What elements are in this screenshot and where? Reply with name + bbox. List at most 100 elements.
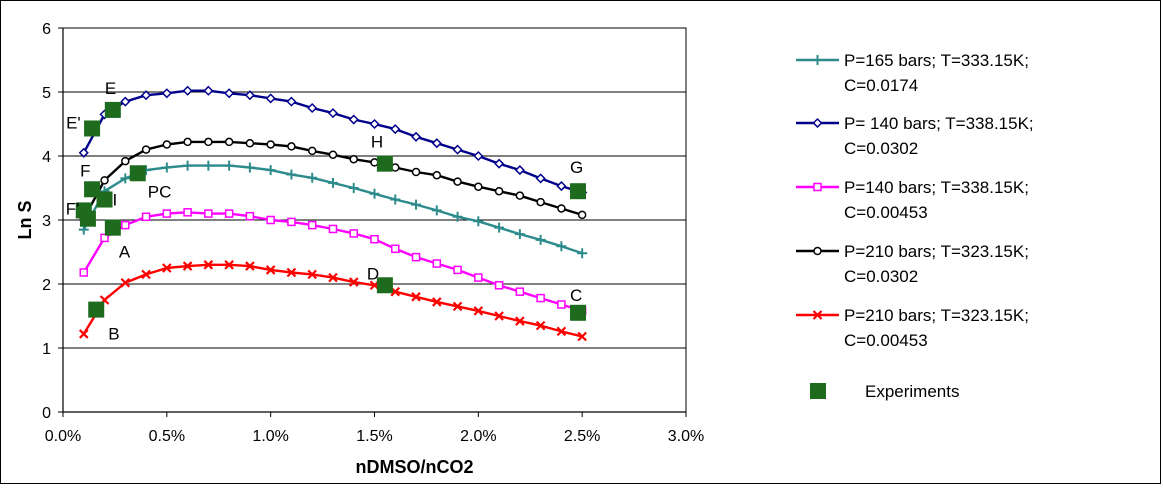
experiment-point	[104, 219, 121, 236]
series-4-point	[183, 137, 192, 147]
series-2-point	[410, 131, 422, 142]
series-1-point	[431, 205, 442, 216]
series-5-point	[432, 297, 442, 307]
y-tick-label: 5	[42, 85, 51, 102]
experiment-point	[376, 277, 393, 294]
series-line-2	[82, 89, 583, 194]
series-2-point	[307, 102, 318, 114]
series-5-point	[535, 320, 546, 331]
series-2-point	[348, 114, 359, 125]
series-1-point	[514, 229, 525, 240]
series-4-point	[453, 177, 462, 186]
series-5-point	[182, 261, 193, 271]
x-tick-label: 0.0%	[45, 428, 81, 445]
series-1-point	[369, 188, 380, 199]
series-1-point	[224, 160, 235, 171]
legend-label: C=0.0174	[844, 76, 918, 95]
series-5-point	[245, 261, 255, 271]
series-2-point	[514, 165, 525, 176]
plot-area: 0 1 2 3 4 5 6 0.0% 0.5% 1.0% 1.5% 2.0% 2.5% 3.0% E' E FF…	[42, 21, 704, 445]
series-3-point	[224, 209, 234, 218]
x-tick-label: 0.5%	[149, 428, 185, 445]
series-2-point	[203, 85, 214, 96]
series-4-point	[245, 138, 255, 148]
series-1-point	[307, 172, 318, 183]
experiment-label: C	[570, 286, 582, 305]
legend-marker	[813, 182, 822, 192]
experiment-label: PC	[148, 182, 172, 201]
series-3-point	[453, 265, 462, 275]
series-5-point	[203, 260, 214, 270]
series-1-point	[120, 173, 131, 184]
series-1-point	[161, 162, 172, 173]
series-5-point	[265, 265, 276, 275]
experiment-label: H	[371, 133, 383, 152]
experiment-point	[376, 155, 393, 172]
series-3-point	[349, 229, 358, 238]
experiment-point	[88, 301, 105, 318]
series-3-point	[79, 268, 89, 277]
series-3-point	[515, 287, 525, 296]
series-1-point	[203, 160, 214, 171]
series-1-point	[577, 248, 588, 259]
legend-label: C=0.0302	[844, 267, 918, 286]
series-3-point	[370, 234, 379, 244]
series-5-point	[515, 316, 525, 326]
series-4-point	[515, 191, 525, 200]
series-5-point	[224, 260, 234, 270]
series-2-point	[556, 181, 567, 192]
experiment-label: I	[113, 191, 118, 210]
y-tick-label: 1	[42, 341, 51, 358]
series-5-point	[162, 263, 172, 273]
series-4-point	[121, 156, 130, 166]
series-2-point	[78, 147, 89, 158]
legend-marker	[812, 310, 823, 320]
series-4-point	[536, 197, 545, 207]
series-4-point	[224, 137, 234, 147]
experiment-label: A	[119, 243, 131, 262]
series-3-point	[245, 211, 255, 221]
series-3-point	[162, 209, 172, 218]
legend-marker	[812, 117, 823, 129]
series-3-point	[183, 208, 192, 217]
series-1-point	[286, 169, 297, 180]
series-2-point	[141, 90, 152, 101]
series-1-point	[265, 165, 276, 176]
x-tick-label: 3.0%	[668, 428, 704, 445]
series-2-point	[182, 85, 193, 96]
legend-label: P= 140 bars; T=338.15K;	[844, 114, 1034, 133]
series-5-point	[307, 269, 317, 280]
x-tick-label: 1.5%	[356, 428, 392, 445]
series-1-point	[494, 222, 505, 233]
series-1-point	[390, 194, 401, 205]
legend-label: P=210 bars; T=323.15K;	[844, 306, 1029, 325]
series-4-point	[141, 145, 151, 154]
series-5-point	[141, 269, 151, 280]
series-4-point	[307, 146, 317, 156]
series-4-point	[432, 170, 442, 180]
series-3-point	[391, 244, 400, 254]
series-4-point	[411, 167, 421, 177]
experiment-point	[104, 101, 121, 118]
series-1-point	[535, 234, 546, 245]
series-3-point	[287, 217, 296, 227]
experiment-point	[84, 181, 101, 198]
experiment-label: F	[80, 161, 90, 180]
series-2-point	[535, 173, 546, 184]
experiment-point	[79, 210, 96, 227]
series-2-point	[120, 96, 131, 107]
series-1-point	[327, 177, 338, 188]
experiment-label: G	[570, 158, 583, 177]
y-tick-label: 0	[42, 405, 51, 422]
series-3-point	[204, 209, 213, 218]
series-1-point	[244, 162, 255, 173]
series-5-point	[556, 326, 567, 337]
series-5-point	[348, 277, 359, 287]
legend-marker	[810, 383, 826, 399]
series-2-point	[224, 88, 235, 99]
y-tick-label: 2	[42, 277, 51, 294]
y-tick-label: 3	[42, 213, 51, 230]
series-3-point	[557, 300, 566, 309]
series-1-point	[182, 160, 193, 171]
legend-label: P=140 bars; T=338.15K;	[844, 178, 1029, 197]
